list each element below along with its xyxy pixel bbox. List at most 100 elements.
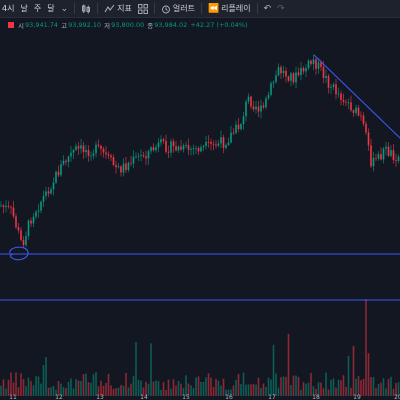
- x-axis-tick-label: 12: [55, 394, 63, 400]
- volume-bar: [272, 344, 275, 396]
- chart-type-button[interactable]: [78, 0, 94, 17]
- volume-bar: [342, 375, 345, 396]
- candle-body: [27, 220, 30, 237]
- volume-bar: [295, 375, 297, 396]
- x-axis-tick-label: 16: [225, 394, 233, 400]
- candle-body: [175, 146, 177, 151]
- candles-icon: [82, 4, 91, 13]
- candle-body: [237, 124, 240, 130]
- timeframe-week-button[interactable]: 주: [33, 4, 42, 13]
- candle-body: [67, 156, 70, 162]
- low-label: 저: [104, 22, 111, 30]
- candle-body: [92, 153, 95, 156]
- candle-body: [305, 68, 307, 72]
- volume-bar: [10, 372, 12, 396]
- trendline[interactable]: [313, 54, 400, 139]
- redo-icon[interactable]: ↷: [277, 3, 285, 14]
- candle-body: [252, 106, 255, 110]
- volume-bar: [222, 378, 225, 396]
- volume-bar: [87, 382, 90, 396]
- candle-body: [190, 148, 192, 150]
- candle-body: [102, 148, 105, 153]
- volume-bar: [115, 388, 117, 396]
- chevron-down-icon[interactable]: ⌄: [60, 3, 69, 14]
- candle-body: [100, 145, 102, 149]
- volume-bar: [67, 381, 70, 396]
- volume-bar: [102, 385, 105, 396]
- volume-pane: [0, 299, 400, 396]
- timeframe-month-button[interactable]: 달: [47, 4, 55, 13]
- high-label: 고: [61, 22, 68, 30]
- candle-body: [7, 205, 10, 207]
- alarm-clock-icon: [161, 5, 170, 13]
- volume-bar: [287, 333, 290, 396]
- layout-grid-button[interactable]: [135, 0, 151, 17]
- candle-body: [242, 116, 245, 125]
- timeframe-day-button[interactable]: 날: [20, 4, 28, 13]
- candle-body: [97, 144, 100, 146]
- alerts-button[interactable]: 얼러트: [158, 0, 198, 17]
- candle-body: [290, 73, 292, 81]
- volume-bar: [170, 388, 172, 396]
- volume-bar: [225, 389, 227, 396]
- volume-bar: [257, 377, 260, 396]
- candle-body: [162, 139, 165, 141]
- volume-bar: [70, 378, 72, 396]
- volume-bar: [155, 380, 157, 396]
- candle-body: [172, 141, 175, 147]
- candle-body: [105, 152, 107, 155]
- volume-bar: [112, 388, 115, 396]
- candle-body: [37, 210, 40, 212]
- volume-bar: [25, 385, 27, 396]
- candle-body: [257, 106, 260, 112]
- candle-body: [295, 72, 297, 83]
- toolbar-divider: [97, 3, 99, 14]
- volume-bar: [62, 387, 65, 396]
- candle-body: [117, 166, 120, 168]
- candle-body: [142, 155, 145, 157]
- candle-body: [120, 166, 122, 173]
- volume-bar: [355, 378, 357, 396]
- candle-body: [45, 191, 47, 196]
- volume-bar: [125, 372, 127, 396]
- candle-body: [225, 144, 227, 148]
- close-value: 93,984.02: [154, 21, 188, 29]
- volume-bar: [347, 355, 350, 396]
- volume-bar: [132, 375, 135, 396]
- x-axis-tick-label: 17: [268, 394, 276, 400]
- candle-body: [57, 171, 60, 176]
- volume-bar: [335, 387, 337, 396]
- candle-body: [125, 163, 127, 170]
- chart-toolbar: 4시 날 주 달 ⌄ 지표 얼러트 ⏪: [0, 0, 400, 18]
- low-marker-circle[interactable]: [9, 246, 29, 261]
- replay-label: 리플레이: [221, 4, 251, 13]
- volume-bar: [30, 381, 32, 396]
- flag-icon[interactable]: [8, 22, 14, 28]
- candle-body: [147, 151, 150, 159]
- indicators-button[interactable]: 지표: [101, 0, 135, 17]
- candle-body: [395, 159, 397, 161]
- candle-body: [160, 139, 162, 143]
- timeframe-4h-button[interactable]: 4시: [2, 4, 15, 13]
- volume-bar: [165, 389, 167, 396]
- replay-button[interactable]: ⏪ 리플레이: [205, 0, 254, 17]
- volume-bar: [127, 387, 130, 396]
- candle-body: [222, 137, 225, 148]
- candle-body: [230, 132, 232, 143]
- candle-body: [145, 156, 147, 159]
- volume-bar: [377, 384, 380, 396]
- volume-bar: [370, 377, 372, 396]
- volume-bar: [80, 381, 82, 396]
- volume-bar: [45, 356, 47, 396]
- indicators-label: 지표: [117, 4, 132, 13]
- candle-body: [362, 115, 365, 124]
- undo-icon[interactable]: ↶: [263, 3, 272, 14]
- volume-bar: [177, 381, 180, 396]
- volume-bar: [255, 384, 257, 396]
- volume-bar: [32, 385, 35, 396]
- volume-bar: [240, 384, 242, 396]
- volume-bar: [270, 379, 272, 396]
- candle-body: [180, 146, 182, 150]
- volume-bar: [282, 376, 285, 396]
